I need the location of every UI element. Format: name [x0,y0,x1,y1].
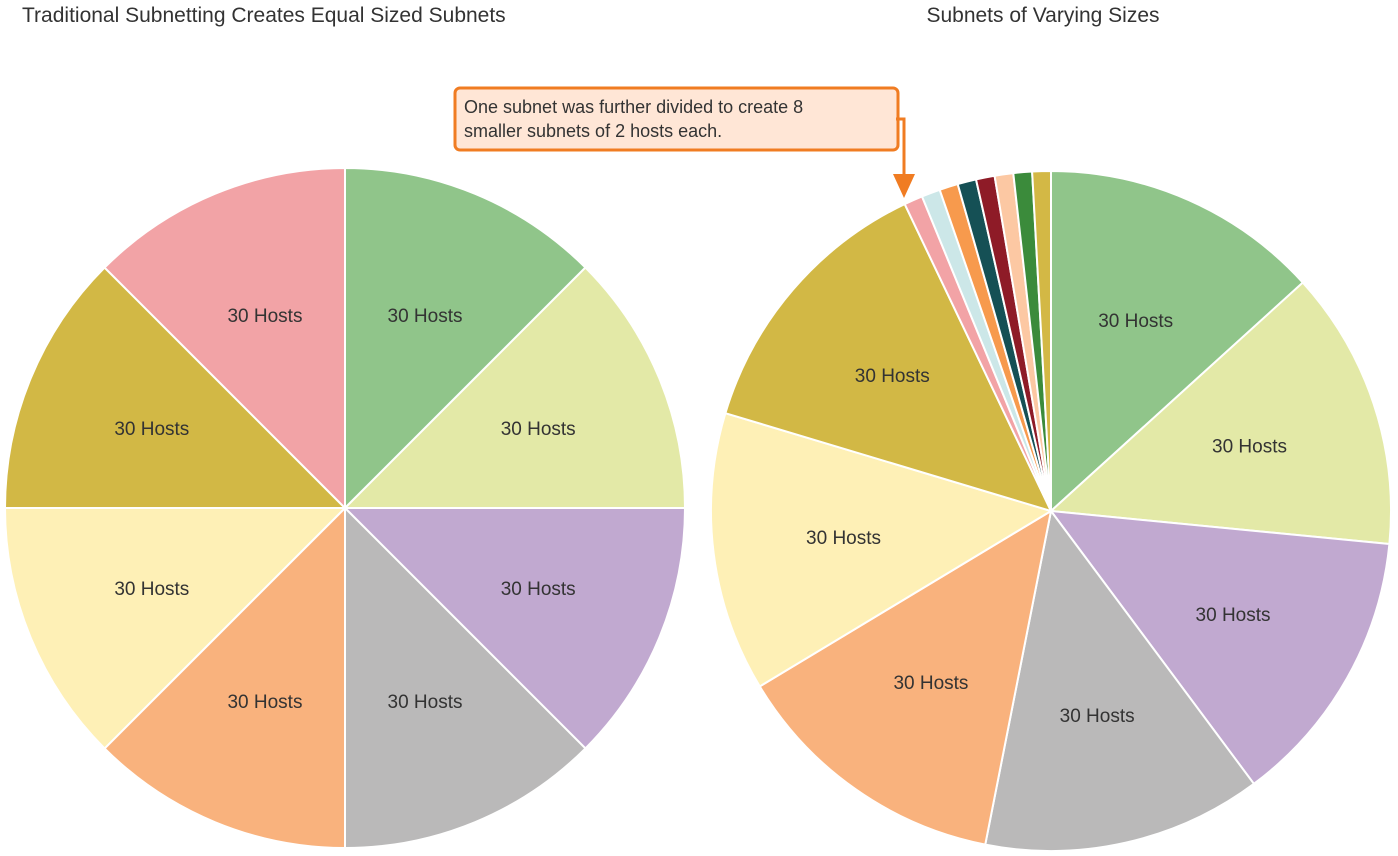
slice-label-0-6: 30 Hosts [114,419,189,440]
pie-slice-0-7 [103,166,346,511]
pie-slice-0-3 [344,505,587,850]
callout-arrow-line [896,117,906,178]
pie-slice-0-0 [344,166,587,511]
pie-slice-1-3 [984,508,1256,852]
pie-chart-left: 30 Hosts 30 Hosts 30 Hosts 30 Hosts 30 Hosts… [3,166,687,850]
pie-slice-1-1 [1048,281,1392,546]
callout-line-1: One subnet was further divided to create… [464,97,803,117]
slice-label-1-6: 30 Hosts [855,366,930,387]
pie-slice-1-5 [710,411,1054,688]
pie-slice-0-2 [342,507,687,750]
callout-annotation: One subnet was further divided to create… [453,86,915,198]
slice-label-1-4: 30 Hosts [893,673,968,694]
pie-chart-right: 30 Hosts 30 Hosts 30 Hosts 30 Hosts 30 Hosts… [710,169,1392,852]
pie-slice-0-4 [103,505,346,850]
pie-slice-0-6 [3,266,348,509]
slice-label-0-0: 30 Hosts [388,306,463,327]
pie-slice-1-2 [1048,509,1391,786]
pie-slice-1-6 [724,202,1053,513]
slice-label-0-5: 30 Hosts [114,579,189,600]
slice-label-1-2: 30 Hosts [1196,605,1271,626]
slice-label-0-1: 30 Hosts [501,419,576,440]
slice-label-0-2: 30 Hosts [501,579,576,600]
callout-arrow-head [893,174,915,198]
slice-label-1-1: 30 Hosts [1212,436,1287,457]
pie-slice-0-1 [342,266,687,509]
chart-title-right: Subnets of Varying Sizes [926,4,1159,27]
slice-label-1-0: 30 Hosts [1098,311,1173,332]
slice-label-0-4: 30 Hosts [227,692,302,713]
slice-label-1-3: 30 Hosts [1060,706,1135,727]
slice-label-0-3: 30 Hosts [388,692,463,713]
callout-line-2: smaller subnets of 2 hosts each. [464,121,722,141]
pie-slice-1-0 [1050,169,1305,514]
pie-slice-1-4 [758,508,1053,846]
chart-title-left: Traditional Subnetting Creates Equal Siz… [22,4,506,27]
slice-label-1-5: 30 Hosts [806,528,881,549]
pie-slice-0-5 [3,507,348,750]
pie-slice-1-14 [1031,169,1052,512]
slice-label-0-7: 30 Hosts [227,306,302,327]
